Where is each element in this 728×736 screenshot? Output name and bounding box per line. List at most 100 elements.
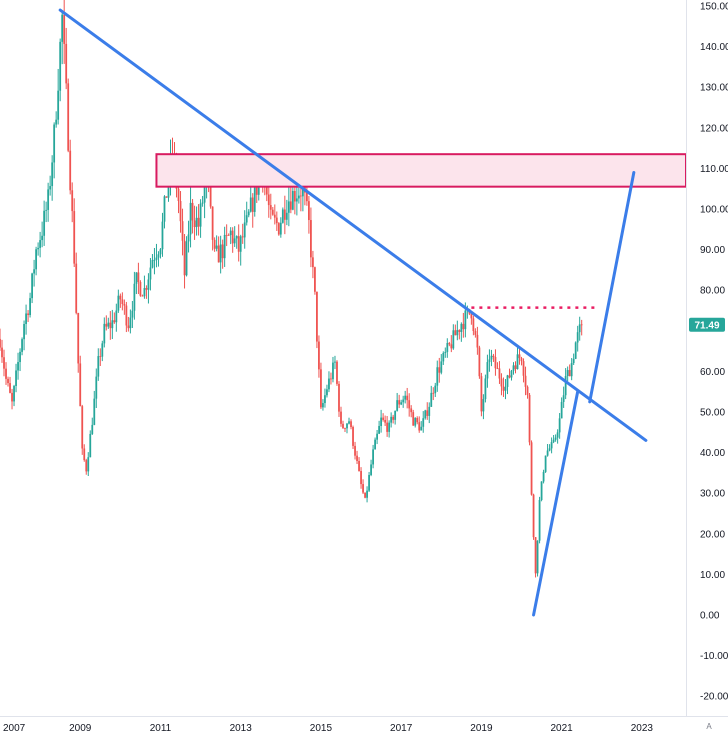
candle-body xyxy=(43,210,46,236)
candle-body xyxy=(538,500,541,541)
candle-body xyxy=(143,288,146,297)
candle-body xyxy=(540,481,543,501)
candle-body xyxy=(27,313,29,316)
candle-body xyxy=(472,318,475,332)
y-tick-label: 110.00 xyxy=(700,164,728,175)
candle-body xyxy=(71,190,74,212)
last-price-badge-bg xyxy=(689,317,725,332)
last-price-badge: 71.49 xyxy=(689,317,725,332)
candle-body xyxy=(356,455,358,462)
auto-scale-button[interactable]: A xyxy=(706,722,712,731)
candle-body xyxy=(159,249,162,255)
candle-body xyxy=(49,186,52,190)
candle-body xyxy=(434,385,437,394)
candle-body xyxy=(7,378,9,384)
candle-body xyxy=(237,236,240,252)
candle-body xyxy=(117,295,120,311)
candle-body xyxy=(199,203,202,227)
candle-body xyxy=(372,449,374,465)
x-tick-label: 2009 xyxy=(69,723,92,734)
candle-body xyxy=(528,394,531,443)
candle-body xyxy=(328,378,330,390)
candle-body xyxy=(109,322,112,329)
candle-body xyxy=(23,323,25,340)
candle-body xyxy=(131,310,134,318)
candle-body xyxy=(316,291,318,342)
candle-body xyxy=(554,437,557,440)
candle-body xyxy=(498,368,501,379)
ascending-support-trendline[interactable] xyxy=(532,390,580,617)
candle-body xyxy=(231,230,234,244)
candle-body xyxy=(568,370,571,377)
candle-body xyxy=(418,422,421,431)
candle-body xyxy=(271,209,274,215)
candle-body xyxy=(265,182,268,195)
candle-body xyxy=(151,260,154,268)
candle-body xyxy=(53,124,56,163)
candle-body xyxy=(548,448,551,451)
candle-body xyxy=(500,378,503,387)
candle-body xyxy=(121,299,124,304)
candle-body xyxy=(350,421,352,428)
candle-body xyxy=(209,186,212,207)
candle-body xyxy=(11,392,13,402)
candle-body xyxy=(552,439,555,443)
y-tick-label: 90.00 xyxy=(700,245,725,256)
candle-body xyxy=(189,202,192,235)
candle-body xyxy=(81,406,84,449)
candle-body xyxy=(524,375,527,387)
candle-body xyxy=(490,355,493,360)
x-tick-label: 2015 xyxy=(310,723,333,734)
candle-body xyxy=(542,471,545,482)
candle-body xyxy=(578,324,581,333)
last-price-label: 71.49 xyxy=(694,320,719,331)
x-tick-label: 2023 xyxy=(631,723,654,734)
candle-body xyxy=(440,361,443,373)
candle-body xyxy=(576,332,579,343)
y-tick-label: -20.00 xyxy=(700,692,728,703)
candle-body xyxy=(13,385,15,402)
time-axis[interactable]: 2007 2009 2011 2013 2015 2017 2019 2021 2023 xyxy=(3,723,653,734)
candle-body xyxy=(436,367,439,386)
candle-body xyxy=(560,401,563,419)
plot-area[interactable] xyxy=(0,0,688,617)
descending-resistance-trendline[interactable] xyxy=(58,8,648,442)
candle-body xyxy=(492,355,495,358)
candle-body xyxy=(386,422,389,432)
candle-body xyxy=(352,427,354,446)
candle-body xyxy=(69,150,72,191)
candle-body xyxy=(532,494,535,538)
resistance-zone[interactable] xyxy=(155,153,688,188)
candle-body xyxy=(432,392,435,394)
price-axis[interactable]: 150.00 140.00 130.00 120.00 110.00 100.00 90.0… xyxy=(700,2,728,703)
candle-body xyxy=(93,398,96,425)
candle-body xyxy=(430,392,433,407)
candle-body xyxy=(289,201,292,210)
candle-body xyxy=(83,448,86,461)
candle-body xyxy=(165,196,168,198)
candle-body xyxy=(203,186,206,203)
candle-body xyxy=(299,195,302,197)
candle-body xyxy=(530,442,533,495)
candle-body xyxy=(526,386,529,395)
candle-body xyxy=(364,492,366,498)
candle-body xyxy=(197,217,200,227)
x-tick-label: 2007 xyxy=(3,723,26,734)
candle-body xyxy=(320,369,322,408)
candle-body xyxy=(396,400,399,411)
candle-body xyxy=(402,399,405,403)
candle-body xyxy=(362,484,364,493)
candle-body xyxy=(281,209,284,223)
candle-body xyxy=(269,205,272,210)
candle-body xyxy=(476,334,479,348)
projection-trendline[interactable] xyxy=(588,170,636,404)
candle-body xyxy=(155,257,158,260)
candle-body xyxy=(462,323,465,330)
candle-body xyxy=(239,236,242,252)
candle-body xyxy=(249,197,252,212)
drawings xyxy=(58,8,688,617)
candle-body xyxy=(279,222,282,235)
candle-body xyxy=(235,236,238,239)
y-tick-label: -10.00 xyxy=(700,651,728,662)
